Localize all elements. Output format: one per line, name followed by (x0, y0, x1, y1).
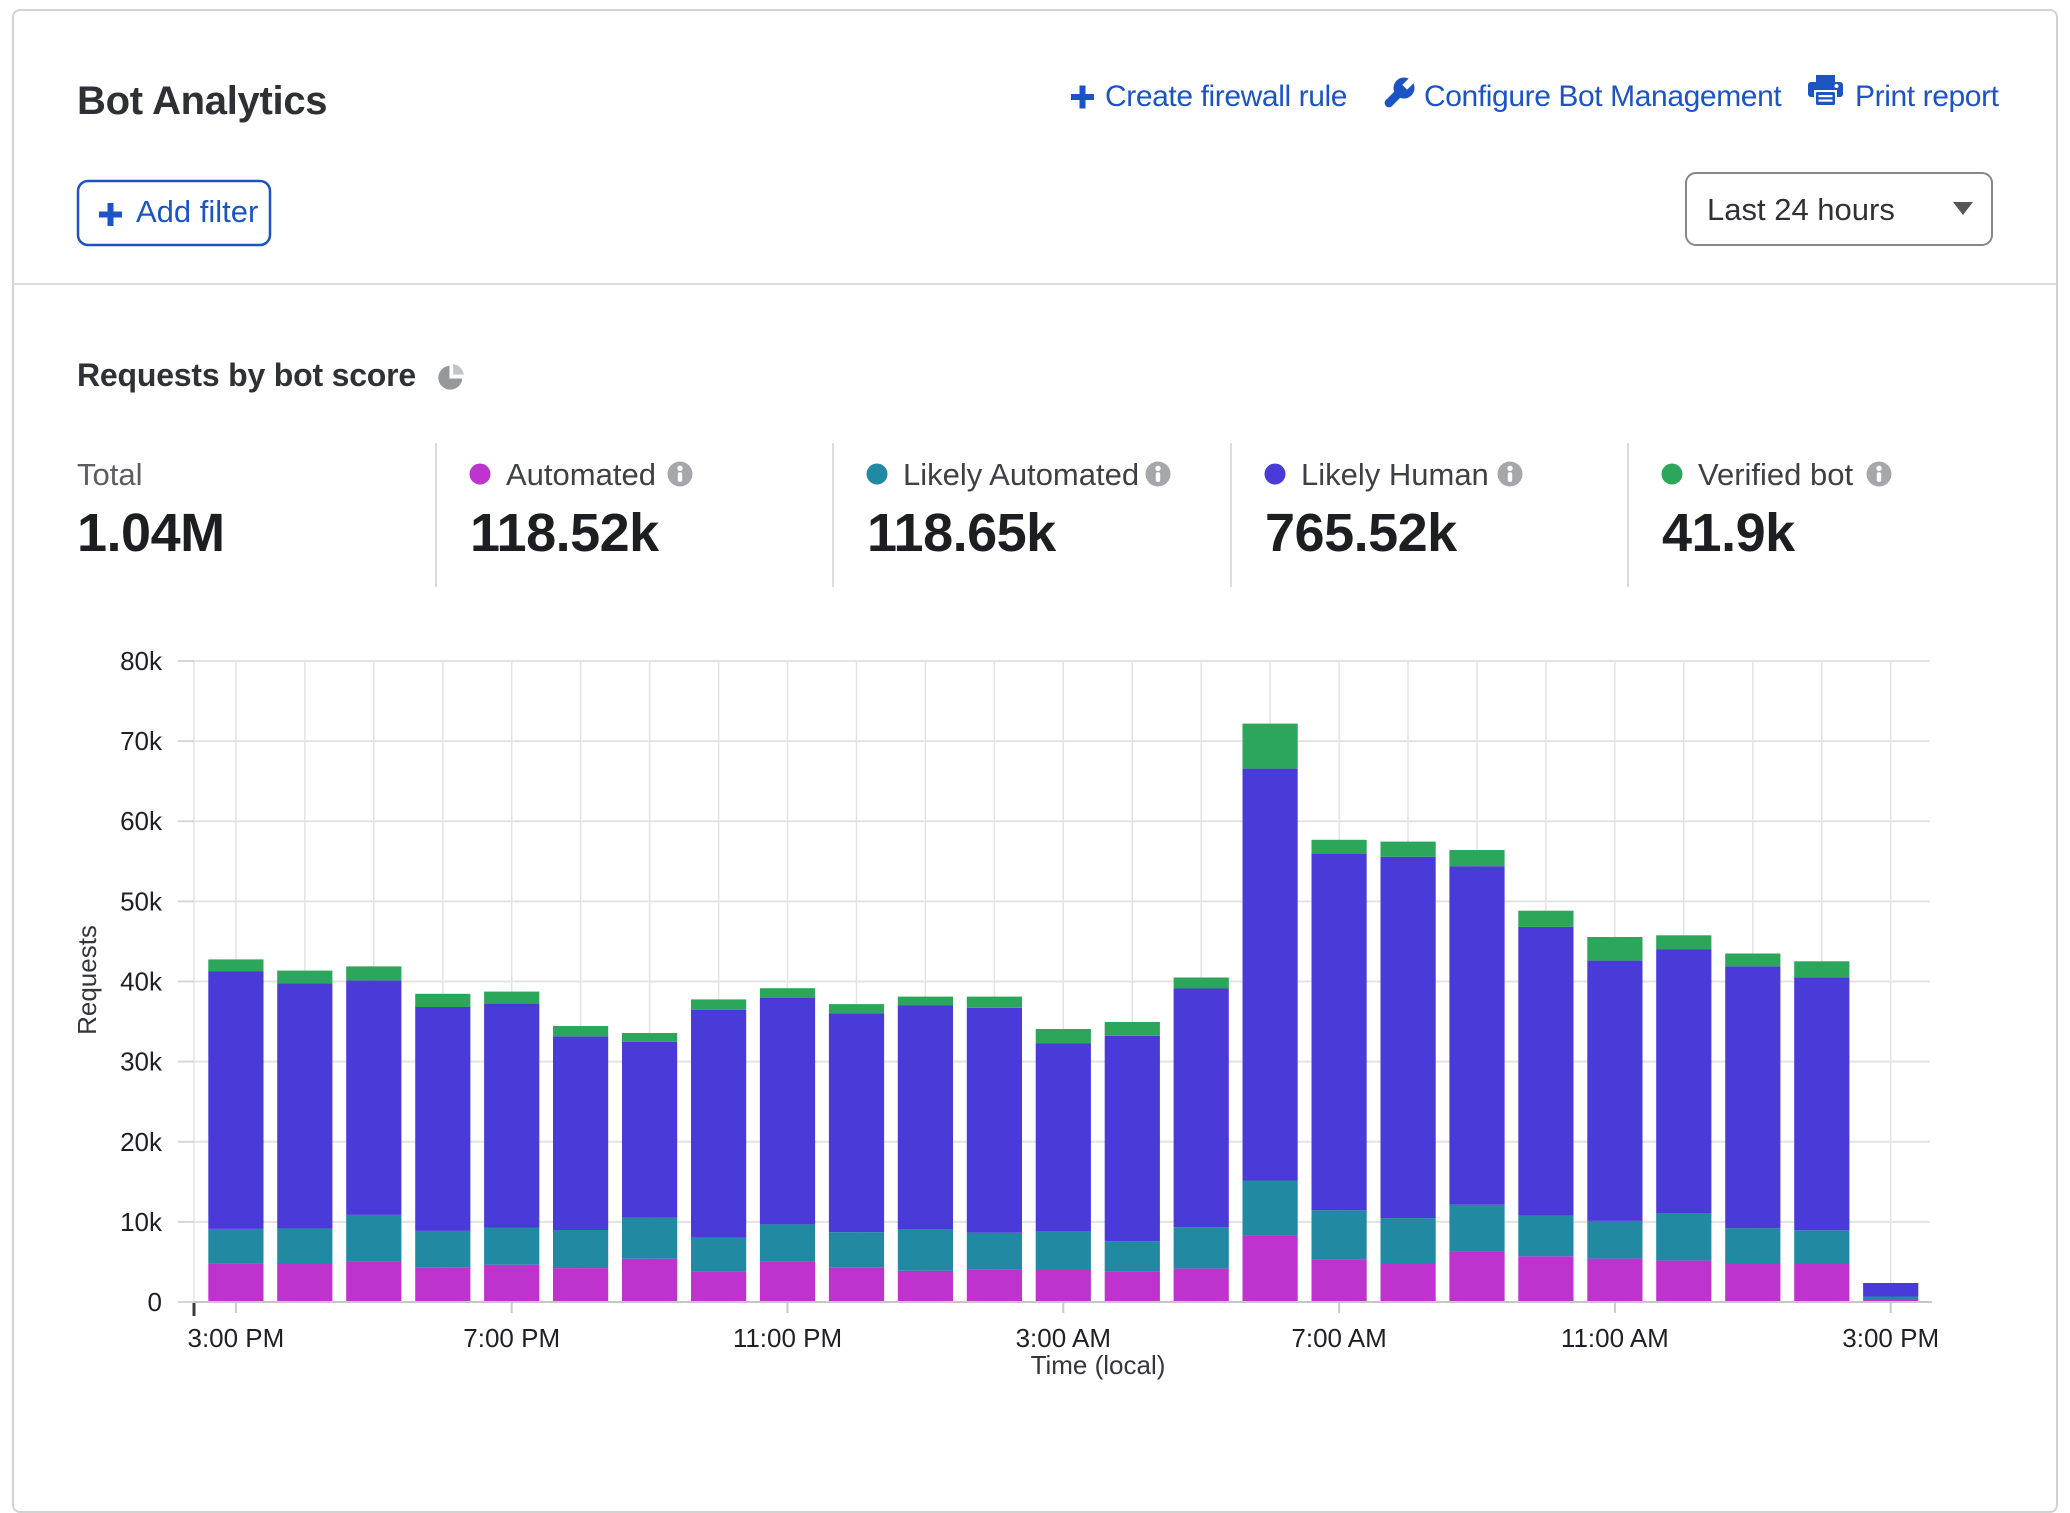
svg-text:11:00 PM: 11:00 PM (733, 1323, 842, 1353)
svg-text:3:00 PM: 3:00 PM (1842, 1323, 1939, 1353)
svg-text:60k: 60k (120, 806, 163, 836)
svg-text:Configure Bot Management: Configure Bot Management (1424, 80, 1782, 113)
svg-text:11:00 AM: 11:00 AM (1561, 1323, 1669, 1353)
svg-text:1.04M: 1.04M (77, 503, 225, 563)
svg-text:80k: 80k (120, 646, 163, 676)
svg-text:30k: 30k (120, 1047, 163, 1077)
svg-text:Total: Total (77, 457, 142, 492)
svg-text:118.65k: 118.65k (867, 503, 1057, 563)
svg-text:765.52k: 765.52k (1265, 503, 1458, 563)
svg-text:Print report: Print report (1855, 80, 2000, 113)
svg-text:Last 24 hours: Last 24 hours (1707, 192, 1895, 227)
svg-text:Add filter: Add filter (136, 194, 258, 229)
svg-text:3:00 AM: 3:00 AM (1016, 1323, 1111, 1353)
svg-text:7:00 PM: 7:00 PM (463, 1323, 560, 1353)
svg-text:Time (local): Time (local) (1031, 1350, 1166, 1380)
svg-text:118.52k: 118.52k (470, 503, 660, 563)
svg-text:Automated: Automated (506, 457, 656, 492)
svg-text:3:00 PM: 3:00 PM (187, 1323, 284, 1353)
svg-text:7:00 AM: 7:00 AM (1291, 1323, 1386, 1353)
svg-text:41.9k: 41.9k (1662, 503, 1796, 563)
svg-text:20k: 20k (120, 1127, 163, 1157)
svg-text:Requests: Requests (72, 925, 102, 1035)
svg-text:70k: 70k (120, 726, 163, 756)
svg-text:Create firewall rule: Create firewall rule (1105, 80, 1347, 113)
svg-text:0: 0 (148, 1287, 162, 1317)
svg-text:Requests by bot score: Requests by bot score (77, 357, 416, 393)
svg-text:50k: 50k (120, 886, 163, 916)
svg-text:Bot Analytics: Bot Analytics (77, 79, 327, 123)
svg-text:Likely Human: Likely Human (1301, 457, 1489, 492)
svg-text:Verified bot: Verified bot (1698, 457, 1853, 492)
svg-text:10k: 10k (120, 1207, 163, 1237)
svg-text:Likely Automated: Likely Automated (903, 457, 1139, 492)
svg-text:40k: 40k (120, 967, 163, 997)
